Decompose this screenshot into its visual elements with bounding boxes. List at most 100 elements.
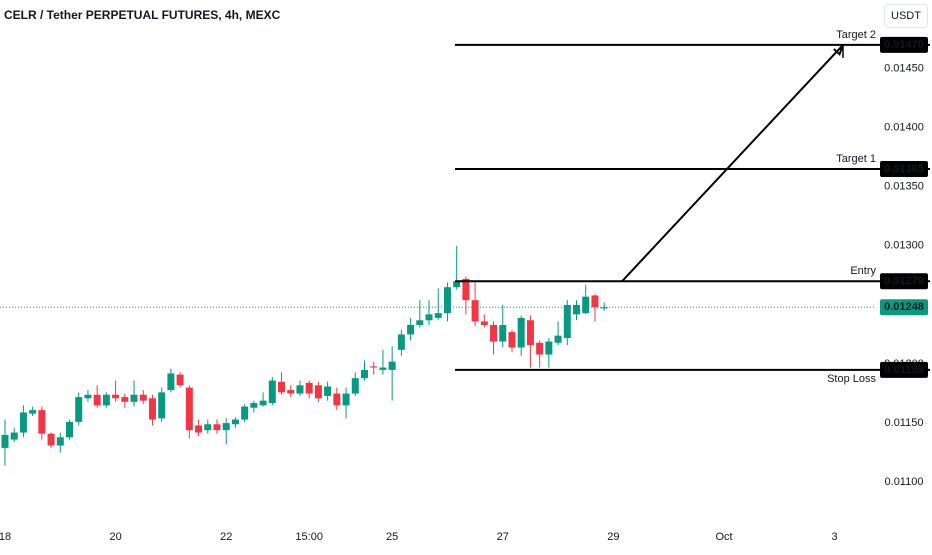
candle-body <box>471 300 479 322</box>
candle-body <box>499 325 507 342</box>
candle-body <box>268 380 276 403</box>
candle-body <box>287 390 295 394</box>
x-tick-label: 22 <box>220 531 232 543</box>
x-tick-label: 25 <box>386 531 398 543</box>
candle-body <box>259 400 267 406</box>
level-name: Target 2 <box>836 29 876 41</box>
y-tick-label: 0.01400 <box>884 122 924 134</box>
candle-body <box>130 394 138 402</box>
candle-body <box>158 392 166 419</box>
y-tick-label: 0.01150 <box>885 417 924 429</box>
level-box <box>880 36 928 53</box>
level-value-label: 0.01365 <box>884 163 924 175</box>
candle-body <box>47 433 55 446</box>
arrow-head <box>833 44 844 57</box>
candle-body <box>388 361 396 370</box>
candle-body <box>1 434 9 448</box>
candle-body <box>443 287 451 314</box>
candle-body <box>526 320 534 346</box>
candle-body <box>66 421 74 438</box>
candle-body <box>19 412 27 433</box>
currency-label[interactable]: USDT <box>891 10 921 22</box>
candle-body <box>351 378 359 394</box>
candle-body <box>342 393 350 406</box>
y-tick-label: 0.01450 <box>884 62 924 74</box>
candle-body <box>434 313 442 318</box>
candle-body <box>231 419 239 425</box>
level-name: Target 1 <box>836 153 876 165</box>
candle-body <box>305 382 313 394</box>
candle-body <box>176 374 184 386</box>
candle-body <box>84 394 92 399</box>
candle-body <box>517 317 525 348</box>
candle-body <box>582 296 590 314</box>
candle-body <box>38 410 46 434</box>
x-tick-label: 3 <box>832 531 838 543</box>
level-value-label: 0.01270 <box>884 275 924 287</box>
candle-body <box>56 437 64 446</box>
candle-body <box>139 394 147 401</box>
candle-body <box>278 381 286 393</box>
candle-body <box>591 295 599 308</box>
candle-body <box>480 321 488 325</box>
candle-body <box>453 281 461 288</box>
candle-body <box>370 366 378 368</box>
level-value-label: 0.01195 <box>884 364 923 376</box>
candle-body <box>204 424 212 431</box>
candle-body <box>407 325 415 335</box>
candle-body <box>148 398 156 420</box>
candle-body <box>545 341 553 355</box>
level-box <box>880 361 928 378</box>
candle-body <box>536 342 544 355</box>
candle-body <box>222 423 230 431</box>
candle-body <box>508 332 516 348</box>
candle-body <box>241 406 249 420</box>
projection-arrow <box>621 44 844 282</box>
candle-body <box>462 278 470 301</box>
candle-body <box>250 403 258 408</box>
candle-body <box>102 394 110 406</box>
level-box <box>880 273 928 290</box>
candle-body <box>554 335 562 343</box>
chart-title: CELR / Tether PERPETUAL FUTURES, 4h, MEX… <box>4 8 281 22</box>
x-tick-label: Oct <box>715 531 732 543</box>
x-tick-label: 29 <box>607 531 619 543</box>
candle-body <box>112 394 120 399</box>
candle-body <box>195 425 203 433</box>
candle-body <box>379 367 387 370</box>
y-tick-label: 0.01350 <box>884 181 924 193</box>
candle-body <box>10 432 18 440</box>
last-price-box <box>880 299 928 316</box>
candle-body <box>360 369 368 379</box>
x-tick-label: 18 <box>0 531 11 543</box>
x-tick-label: 20 <box>109 531 121 543</box>
candle-body <box>573 304 581 315</box>
candle-body <box>75 397 83 422</box>
candle-body <box>93 394 101 406</box>
candle-body <box>121 397 129 402</box>
x-tick-label: 27 <box>497 531 509 543</box>
candle-body <box>600 307 608 309</box>
level-name: Entry <box>850 265 876 277</box>
candle-body <box>324 386 332 396</box>
x-tick-label: 15:00 <box>295 531 323 543</box>
level-value-label: 0.01470 <box>884 39 924 51</box>
candle-body <box>490 325 498 342</box>
currency-button[interactable] <box>884 4 928 28</box>
candle-body <box>29 410 37 414</box>
last-price-label: 0.01248 <box>884 301 924 313</box>
candle-body <box>563 304 571 338</box>
candle-body <box>296 385 304 394</box>
candle-body <box>167 373 175 390</box>
level-box <box>880 161 928 177</box>
candle-body <box>416 320 424 325</box>
y-tick-label: 0.01100 <box>885 476 924 488</box>
y-tick-label: 0.01300 <box>884 240 924 252</box>
level-name: Stop Loss <box>827 373 876 385</box>
candle-body <box>213 424 221 431</box>
candle-body <box>425 314 433 321</box>
candle-body <box>333 393 341 406</box>
candle-body <box>314 385 322 399</box>
